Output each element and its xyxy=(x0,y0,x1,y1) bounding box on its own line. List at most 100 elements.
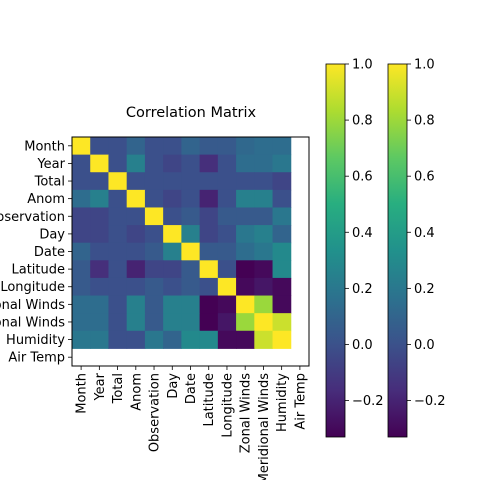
heatmap-cell xyxy=(217,313,237,332)
heatmap-cell xyxy=(144,137,164,156)
heatmap-cell xyxy=(108,154,128,173)
heatmap-cell xyxy=(254,137,274,156)
heatmap-cell xyxy=(163,137,182,156)
heatmap-cell xyxy=(254,189,274,208)
heatmap-cell xyxy=(217,189,237,208)
heatmap-cell xyxy=(236,330,255,349)
heatmap-cell xyxy=(236,207,255,226)
heatmap-cell xyxy=(181,295,201,314)
heatmap-cell xyxy=(144,242,164,261)
row-label: Latitude xyxy=(11,263,65,278)
col-label: Total xyxy=(111,373,126,404)
colorbar-tick-label: 0.0 xyxy=(414,338,435,353)
colorbar-tick-label: 0.4 xyxy=(352,226,373,241)
heatmap-cell xyxy=(108,277,128,297)
heatmap-cell xyxy=(236,137,255,156)
heatmap-cell xyxy=(254,277,274,297)
col-label: Anom xyxy=(129,373,144,411)
colorbar-tick-label: 0.8 xyxy=(352,114,373,129)
heatmap-cell xyxy=(254,242,274,261)
heatmap-cell xyxy=(108,207,128,226)
colorbar-2 xyxy=(387,63,408,438)
heatmap-cell xyxy=(236,172,255,191)
heatmap-cell xyxy=(90,207,109,226)
heatmap-cell xyxy=(90,137,109,156)
heatmap-cell xyxy=(272,225,292,244)
heatmap-cell xyxy=(90,154,109,173)
heatmap-cell xyxy=(144,260,164,279)
heatmap-cell xyxy=(72,242,91,261)
heatmap-cell xyxy=(272,295,292,314)
colorbar-1 xyxy=(325,63,346,438)
colorbar-tick-label: −0.2 xyxy=(352,394,384,409)
col-label: Humidity xyxy=(275,373,290,432)
heatmap-cell xyxy=(126,330,146,349)
heatmap-cell xyxy=(163,207,182,226)
heatmap-cell xyxy=(126,172,146,191)
heatmap-cell xyxy=(181,154,201,173)
heatmap-cell xyxy=(72,225,91,244)
row-label: Air Temp xyxy=(8,351,65,366)
heatmap-cell xyxy=(199,260,219,279)
row-label: Month xyxy=(24,139,65,154)
heatmap-cell xyxy=(144,154,164,173)
col-label: Day xyxy=(166,373,181,399)
heatmap-cell xyxy=(236,260,255,279)
heatmap-cell xyxy=(90,189,109,208)
heatmap-cell xyxy=(144,313,164,332)
heatmap-cell xyxy=(72,189,91,208)
row-label: Date xyxy=(34,245,65,260)
heatmap-cell xyxy=(90,242,109,261)
heatmap-cell xyxy=(254,172,274,191)
colorbar-1-ticks: −0.2 0.0 0.2 0.4 0.6 0.8 1.0 xyxy=(345,58,384,409)
heatmap-cell xyxy=(144,295,164,314)
heatmap-cell xyxy=(217,207,237,226)
colorbar-tick-label: 0.6 xyxy=(414,170,435,185)
heatmap-cell xyxy=(108,225,128,244)
heatmap-cell xyxy=(254,154,274,173)
heatmap-cell xyxy=(199,154,219,173)
heatmap-cell xyxy=(126,260,146,279)
heatmap-cell xyxy=(236,277,255,297)
heatmap-cell xyxy=(181,260,201,279)
heatmap-cell xyxy=(254,207,274,226)
heatmap-cell xyxy=(144,172,164,191)
heatmap-cell xyxy=(90,313,109,332)
heatmap-cell xyxy=(163,295,182,314)
heatmap-cell xyxy=(181,313,201,332)
heatmap-cell xyxy=(163,172,182,191)
heatmap-cell xyxy=(199,189,219,208)
row-label: Longitude xyxy=(0,280,65,295)
col-label: Date xyxy=(184,373,199,404)
row-label: Meridional Winds xyxy=(0,315,65,330)
colorbar-tick-label: 0.2 xyxy=(352,282,373,297)
colorbar-tick-label: 0.4 xyxy=(414,226,435,241)
row-label: Year xyxy=(36,157,65,172)
heatmap-cell xyxy=(163,330,182,349)
heatmap-cell xyxy=(272,172,292,191)
heatmap-cell xyxy=(199,242,219,261)
heatmap-cell xyxy=(72,207,91,226)
row-label: Zonal Winds xyxy=(0,298,65,313)
heatmap-cell xyxy=(126,154,146,173)
heatmap-cell xyxy=(144,277,164,297)
col-label: Meridional Winds xyxy=(257,373,272,480)
heatmap-cell xyxy=(108,295,128,314)
heatmap-cell xyxy=(236,313,255,332)
heatmap-cell xyxy=(272,277,292,297)
heatmap-cell xyxy=(72,137,91,156)
heatmap-cell xyxy=(199,313,219,332)
heatmap-cell xyxy=(72,295,91,314)
heatmap-cell xyxy=(144,207,164,226)
heatmap-cell xyxy=(126,295,146,314)
colorbar-tick-label: 0.2 xyxy=(414,282,435,297)
heatmap-cell xyxy=(217,154,237,173)
heatmap-cell xyxy=(181,225,201,244)
heatmap-cell xyxy=(272,242,292,261)
heatmap-cell xyxy=(181,189,201,208)
heatmap-cell xyxy=(254,313,274,332)
heatmap-cell xyxy=(199,225,219,244)
heatmap-cell xyxy=(254,225,274,244)
colorbar-tick-label: 1.0 xyxy=(414,58,435,73)
